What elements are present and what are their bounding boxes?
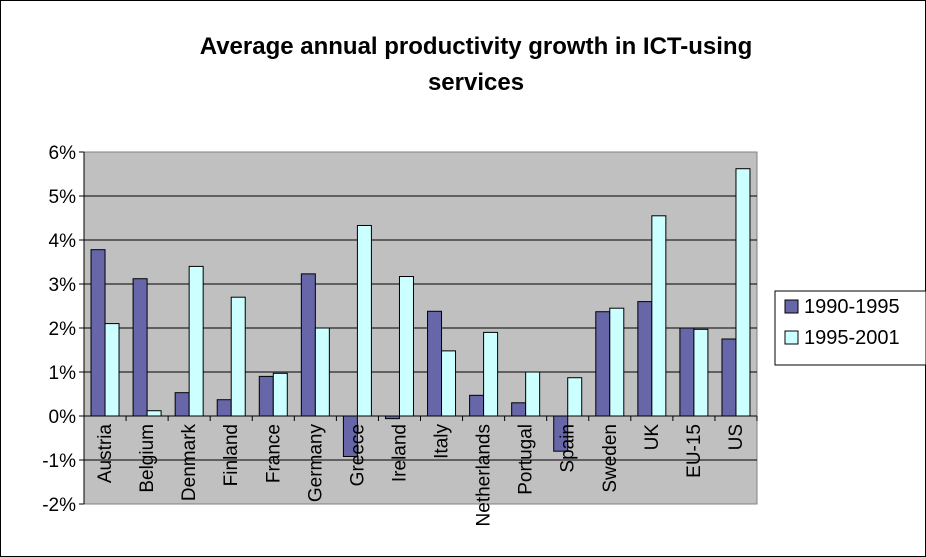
x-tick-label: EU-15 [684, 424, 705, 478]
y-tick-label: 1% [49, 363, 77, 384]
x-tick-label: Sweden [600, 424, 621, 493]
y-tick-label: -2% [42, 495, 76, 516]
bar-1995-2001-Portugal [525, 371, 541, 417]
legend: 1990-1995 1995-2001 [774, 290, 926, 366]
x-tick-label: Greece [347, 424, 368, 486]
legend-label: 1990-1995 [804, 296, 900, 318]
bar-1990-1995-Austria [90, 249, 106, 417]
y-tick-label: 4% [49, 231, 77, 252]
x-tick-label: Finland [221, 424, 242, 486]
bar-1990-1995-EU-15 [679, 327, 695, 417]
legend-box [774, 290, 926, 366]
legend-label: 1995-2001 [804, 327, 900, 349]
bar-1995-2001-Italy [441, 350, 457, 417]
y-tick-label: -1% [42, 451, 76, 472]
bar-1995-2001-Sweden [609, 307, 625, 417]
bar-1995-2001-Finland [230, 296, 246, 417]
bar-1990-1995-UK [637, 301, 653, 417]
y-tick-label: 6% [49, 143, 77, 164]
chart-title-line-1: Average annual productivity growth in IC… [200, 33, 753, 60]
bar-1995-2001-Germany [314, 327, 330, 417]
bar-1990-1995-Finland [216, 399, 232, 417]
y-tick-label: 3% [49, 275, 77, 296]
bar-1995-2001-UK [651, 215, 667, 417]
y-tick-label: 5% [49, 187, 77, 208]
bar-1995-2001-EU-15 [693, 328, 709, 417]
bar-1990-1995-France [258, 375, 274, 417]
x-tick-label: Netherlands [474, 424, 495, 526]
bar-1995-2001-Austria [104, 323, 120, 417]
bar-1990-1995-Portugal [511, 402, 527, 417]
x-tick-label: Portugal [516, 424, 537, 495]
x-tick-label: Spain [558, 424, 579, 473]
bar-1995-2001-Denmark [188, 265, 204, 417]
y-tick-label: 0% [49, 407, 77, 428]
x-tick-label: France [263, 424, 284, 483]
x-tick-label: Italy [432, 424, 453, 459]
bar-1990-1995-US [721, 338, 737, 417]
bar-1995-2001-Netherlands [483, 331, 499, 417]
bar-1990-1995-Netherlands [469, 394, 485, 417]
bar-1995-2001-Spain [567, 377, 583, 417]
legend-swatch [784, 330, 799, 345]
bar-1995-2001-Belgium [146, 410, 162, 417]
x-tick-label: UK [642, 424, 663, 451]
x-tick-label: Germany [305, 424, 326, 503]
bar-1995-2001-US [735, 168, 751, 417]
chart-title-line-2: services [428, 69, 524, 96]
x-tick-label: Austria [95, 424, 116, 484]
legend-swatch [784, 299, 799, 314]
bar-1990-1995-Belgium [132, 278, 148, 417]
x-tick-label: Ireland [389, 424, 410, 482]
bar-1990-1995-Sweden [595, 311, 611, 417]
bar-1990-1995-Italy [427, 310, 443, 417]
y-tick-label: 2% [49, 319, 77, 340]
x-tick-label: US [726, 424, 747, 450]
bar-1990-1995-Germany [300, 273, 316, 417]
bar-1995-2001-France [272, 372, 288, 417]
x-tick-label: Denmark [179, 424, 200, 502]
bar-1995-2001-Greece [356, 224, 372, 417]
bar-1990-1995-Denmark [174, 392, 190, 417]
bar-1995-2001-Ireland [398, 276, 414, 417]
x-tick-label: Belgium [137, 424, 158, 493]
